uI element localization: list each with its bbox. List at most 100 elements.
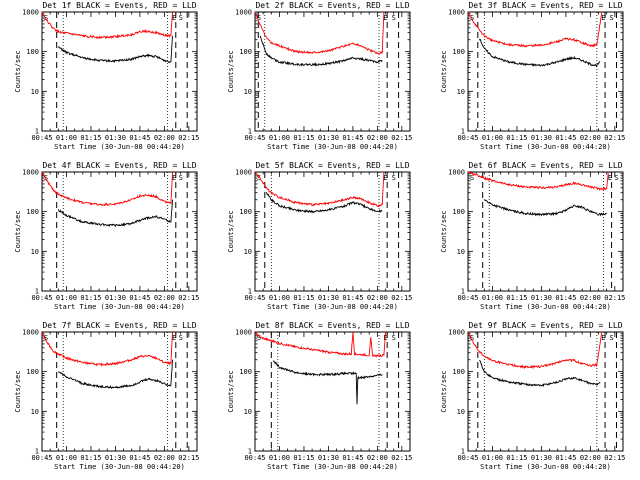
x-tick-label: 01:15 (506, 454, 527, 462)
x-tick-label: 00:45 (244, 454, 265, 462)
chart-title: Det 4f BLACK = Events, RED = LLD (42, 161, 196, 170)
series-events (265, 192, 383, 214)
x-tick-label: 01:30 (318, 454, 339, 462)
x-axis-label: Start Time (30-Jun-08 00:44:20) (480, 303, 611, 311)
x-axis-label: Start Time (30-Jun-08 00:44:20) (267, 463, 398, 471)
marker-s: S (392, 174, 396, 182)
y-tick-label: 100 (26, 48, 39, 56)
marker-s: S (392, 14, 396, 22)
y-tick-label: 10 (244, 248, 252, 256)
x-tick-label: 00:45 (244, 294, 265, 302)
y-tick-label: 1 (35, 128, 39, 136)
x-tick-label: 01:00 (56, 454, 77, 462)
y-tick-label: 10 (31, 248, 39, 256)
x-axis-label: Start Time (30-Jun-08 00:44:20) (267, 303, 398, 311)
series-events (57, 199, 173, 228)
plot-frame (254, 11, 411, 132)
x-tick-label: 01:00 (269, 134, 290, 142)
series-lld (254, 330, 386, 358)
plot-frame (254, 331, 411, 452)
marker-e: E (172, 174, 176, 182)
series-events (57, 359, 173, 389)
y-axis-label: Counts/sec (14, 370, 22, 412)
x-tick-label: 02:00 (154, 134, 175, 142)
y-tick-label: 100 (26, 208, 39, 216)
x-tick-label: 00:45 (31, 454, 52, 462)
x-tick-label: 01:45 (129, 134, 150, 142)
chart-panel-5: Det 5f BLACK = Events, RED = LLD 1 10 100 10… (227, 161, 412, 311)
y-axis-label: Counts/sec (14, 210, 22, 252)
y-tick-label: 100 (239, 48, 252, 56)
marker-e: E (172, 14, 176, 22)
x-tick-label: 02:15 (178, 134, 199, 142)
y-tick-label: 100 (452, 208, 465, 216)
x-tick-label: 02:15 (391, 294, 412, 302)
x-tick-label: 01:00 (482, 454, 503, 462)
x-tick-label: 01:30 (318, 294, 339, 302)
x-tick-label: 02:00 (367, 454, 388, 462)
marker-s: S (609, 334, 613, 342)
x-tick-label: 01:45 (129, 294, 150, 302)
x-tick-label: 01:45 (342, 134, 363, 142)
x-tick-label: 01:45 (342, 454, 363, 462)
y-tick-label: 10 (31, 408, 39, 416)
x-tick-label: 02:00 (154, 294, 175, 302)
series-events (272, 360, 383, 405)
chart-title: Det 2f BLACK = Events, RED = LLD (255, 1, 409, 10)
y-axis-label: Counts/sec (440, 370, 448, 412)
x-tick-label: 01:30 (531, 454, 552, 462)
y-tick-label: 1000 (22, 9, 39, 17)
x-tick-label: 01:15 (80, 294, 101, 302)
x-tick-label: 01:30 (105, 454, 126, 462)
x-tick-label: 00:45 (457, 454, 478, 462)
x-tick-label: 01:45 (555, 294, 576, 302)
x-tick-label: 02:15 (604, 454, 625, 462)
marker-s: S (614, 174, 618, 182)
x-tick-label: 02:15 (178, 294, 199, 302)
x-tick-label: 00:45 (457, 134, 478, 142)
chart-panel-1: Det 1f BLACK = Events, RED = LLD 1 10 100 10… (14, 1, 199, 151)
x-tick-label: 01:30 (318, 134, 339, 142)
x-tick-label: 02:15 (604, 294, 625, 302)
y-axis-label: Counts/sec (440, 210, 448, 252)
marker-s-left: S (470, 174, 474, 182)
y-tick-label: 1000 (235, 169, 252, 177)
x-tick-label: 02:00 (580, 294, 601, 302)
x-tick-label: 01:15 (293, 454, 314, 462)
y-axis-label: Counts/sec (14, 50, 22, 92)
x-tick-label: 01:15 (506, 294, 527, 302)
x-tick-label: 01:30 (531, 134, 552, 142)
x-axis-label: Start Time (30-Jun-08 00:44:20) (480, 143, 611, 151)
y-axis-label: Counts/sec (440, 50, 448, 92)
x-axis-label: Start Time (30-Jun-08 00:44:20) (267, 143, 398, 151)
marker-e: E (172, 334, 176, 342)
x-tick-label: 00:45 (244, 134, 265, 142)
chart-panel-4: Det 4f BLACK = Events, RED = LLD 1 10 100 10… (14, 161, 199, 311)
x-tick-label: 01:45 (342, 294, 363, 302)
marker-s-left: S (470, 334, 474, 342)
x-axis-label: Start Time (30-Jun-08 00:44:20) (480, 463, 611, 471)
x-tick-label: 01:00 (56, 294, 77, 302)
y-tick-label: 1000 (235, 9, 252, 17)
x-tick-label: 00:45 (31, 134, 52, 142)
y-tick-label: 100 (239, 368, 252, 376)
x-tick-label: 00:45 (31, 294, 52, 302)
x-tick-label: 00:45 (457, 294, 478, 302)
y-tick-label: 1 (248, 448, 252, 456)
x-tick-label: 01:00 (269, 454, 290, 462)
marker-s: S (179, 14, 183, 22)
chart-title: Det 7f BLACK = Events, RED = LLD (42, 321, 196, 330)
x-tick-label: 01:30 (105, 294, 126, 302)
x-tick-label: 01:00 (56, 134, 77, 142)
y-tick-label: 100 (452, 368, 465, 376)
plot-frame (467, 331, 624, 452)
y-tick-label: 1000 (448, 329, 465, 337)
x-tick-label: 02:00 (154, 454, 175, 462)
x-tick-label: 01:15 (80, 134, 101, 142)
series-events (259, 35, 383, 67)
y-tick-label: 1 (461, 448, 465, 456)
series-lld (41, 171, 173, 207)
plot-frame (41, 11, 198, 132)
series-events (479, 359, 601, 388)
x-tick-label: 01:45 (555, 454, 576, 462)
